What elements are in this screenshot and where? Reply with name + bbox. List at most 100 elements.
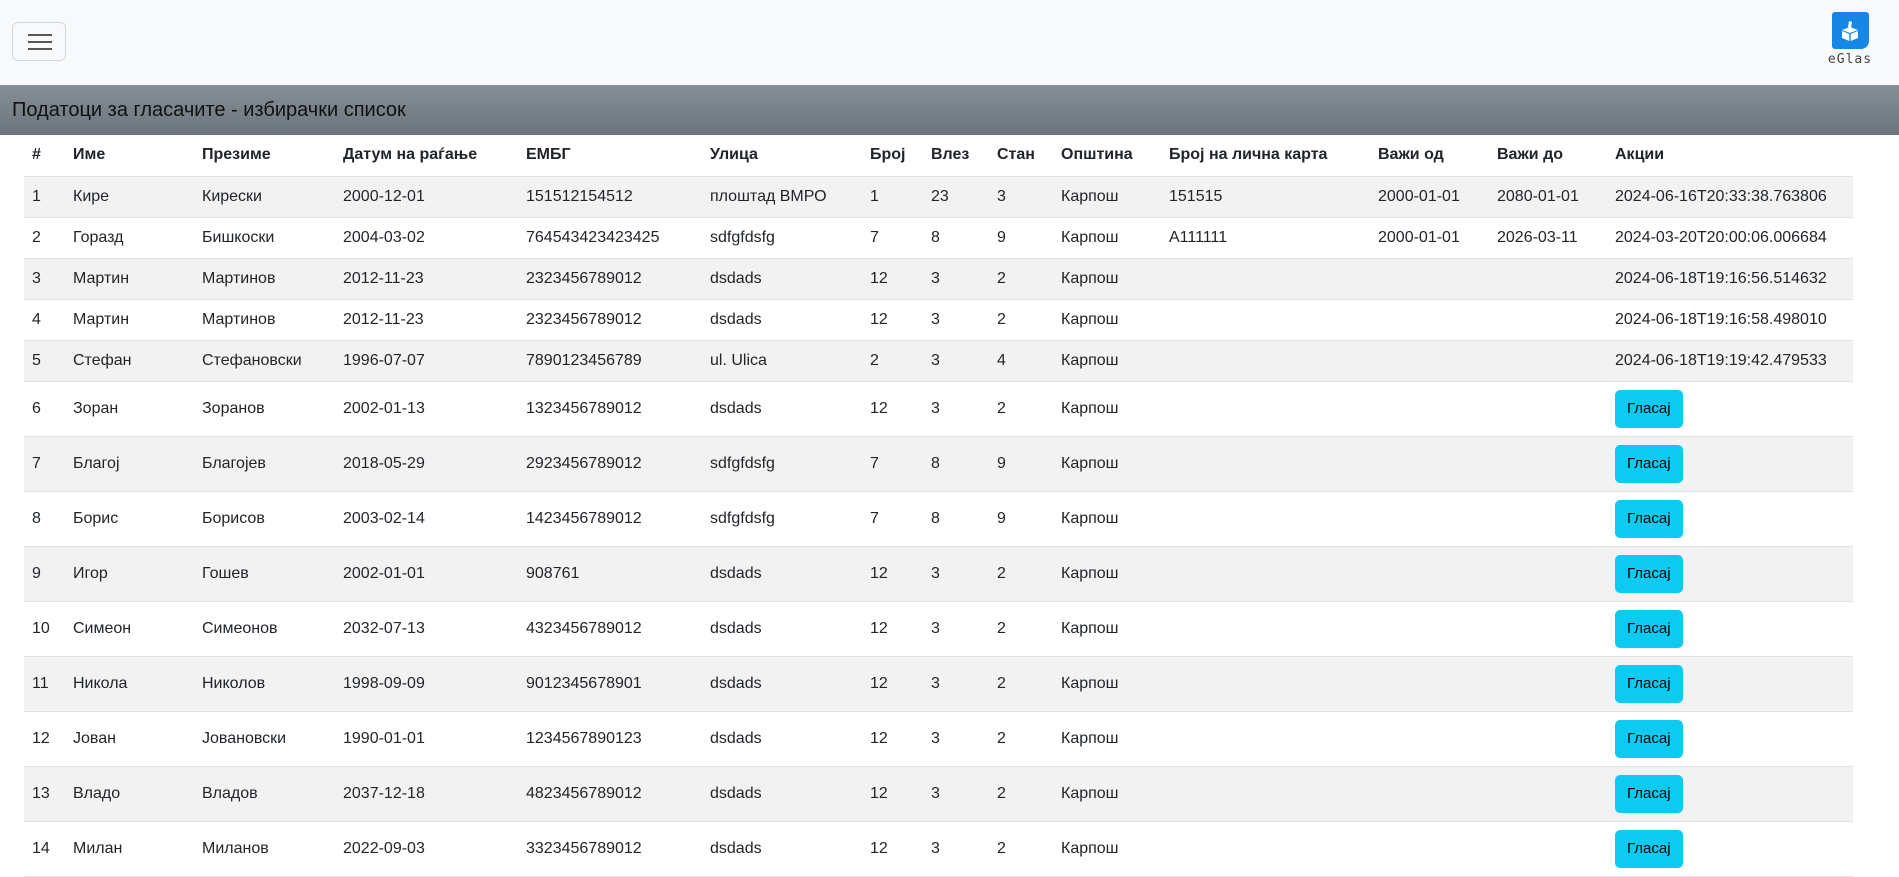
hamburger-icon: [28, 34, 52, 36]
vote-button[interactable]: Гласај: [1615, 829, 1683, 868]
cell-entrance: 3: [923, 546, 989, 602]
cell-id-card-number: [1161, 766, 1370, 822]
cell-birth-date: 2037-12-18: [335, 766, 518, 822]
cell-house-number: 7: [862, 436, 923, 492]
logo[interactable]: eGlas: [1825, 12, 1875, 67]
navbar: eGlas: [0, 0, 1899, 85]
cell-valid-from: [1370, 258, 1489, 300]
header-col-last-name: Презиме: [194, 135, 335, 177]
cell-first-name: Никола: [65, 656, 194, 712]
table-row: 9 Игор Гошев 2002-01-01 908761 dsdads 12 3 2 Карп…: [24, 546, 1853, 602]
cell-valid-from: [1370, 546, 1489, 602]
cell-municipality: Карпош: [1053, 601, 1161, 657]
cell-embg: 1323456789012: [518, 381, 702, 437]
cell-last-name: Борисов: [194, 491, 335, 547]
cell-last-name: Кирески: [194, 176, 335, 218]
cell-house-number: 12: [862, 381, 923, 437]
cell-municipality: Карпош: [1053, 299, 1161, 341]
cell-last-name: Благојев: [194, 436, 335, 492]
table-row: 7 Благој Благојев 2018-05-29 2923456789012 sd…: [24, 436, 1853, 492]
cell-actions: Гласај: [1607, 381, 1853, 437]
cell-house-number: 12: [862, 766, 923, 822]
cell-last-name: Владов: [194, 766, 335, 822]
cell-birth-date: 1998-09-09: [335, 656, 518, 712]
cell-number: 6: [24, 381, 65, 437]
menu-toggle-button[interactable]: [12, 22, 66, 61]
cell-house-number: 12: [862, 299, 923, 341]
table-row: 12 Јован Јовановски 1990-01-01 1234567890123…: [24, 711, 1853, 767]
table-row: 8 Борис Борисов 2003-02-14 1423456789012 sdfg…: [24, 491, 1853, 547]
cell-last-name: Николов: [194, 656, 335, 712]
cell-valid-from: [1370, 340, 1489, 382]
cell-house-number: 12: [862, 821, 923, 877]
cell-valid-from: [1370, 381, 1489, 437]
voted-timestamp: 2024-06-18T19:16:56.514632: [1615, 269, 1827, 287]
cell-last-name: Бишкоски: [194, 217, 335, 259]
voted-timestamp: 2024-06-18T19:19:42.479533: [1615, 351, 1827, 369]
table-header-row: # Име Презиме Датум на раѓање ЕМБГ Улица Број В…: [24, 135, 1853, 177]
vote-button[interactable]: Гласај: [1615, 774, 1683, 813]
cell-apartment: 2: [989, 299, 1053, 341]
cell-birth-date: 1996-07-07: [335, 340, 518, 382]
header-col-embg: ЕМБГ: [518, 135, 702, 177]
vote-button[interactable]: Гласај: [1615, 609, 1683, 648]
cell-number: 11: [24, 656, 65, 712]
voted-timestamp: 2024-06-18T19:16:58.498010: [1615, 310, 1827, 328]
cell-municipality: Карпош: [1053, 656, 1161, 712]
cell-valid-to: [1489, 381, 1607, 437]
cell-first-name: Благој: [65, 436, 194, 492]
vote-button[interactable]: Гласај: [1615, 444, 1683, 483]
cell-actions: 2024-06-18T19:19:42.479533: [1607, 340, 1853, 382]
header-col-id-card-number: Број на лична карта: [1161, 135, 1370, 177]
cell-number: 5: [24, 340, 65, 382]
table-row: 13 Владо Владов 2037-12-18 4823456789012 dsda…: [24, 766, 1853, 822]
cell-valid-from: 2000-01-01: [1370, 217, 1489, 259]
vote-button[interactable]: Гласај: [1615, 664, 1683, 703]
cell-house-number: 12: [862, 711, 923, 767]
cell-embg: 3323456789012: [518, 821, 702, 877]
cell-entrance: 8: [923, 436, 989, 492]
cell-entrance: 3: [923, 711, 989, 767]
cell-number: 4: [24, 299, 65, 341]
vote-button[interactable]: Гласај: [1615, 719, 1683, 758]
cell-street: dsdads: [702, 258, 862, 300]
vote-button[interactable]: Гласај: [1615, 554, 1683, 593]
cell-entrance: 3: [923, 656, 989, 712]
cell-first-name: Симеон: [65, 601, 194, 657]
table-row: 1 Кире Кирески 2000-12-01 151512154512 плошта…: [24, 176, 1853, 218]
cell-apartment: 4: [989, 340, 1053, 382]
cell-embg: 1423456789012: [518, 491, 702, 547]
cell-house-number: 7: [862, 491, 923, 547]
cell-valid-from: [1370, 436, 1489, 492]
cell-first-name: Владо: [65, 766, 194, 822]
cell-embg: 7890123456789: [518, 340, 702, 382]
cell-first-name: Мартин: [65, 258, 194, 300]
table-row: 10 Симеон Симеонов 2032-07-13 4323456789012 d…: [24, 601, 1853, 657]
voted-timestamp: 2024-03-20T20:00:06.006684: [1615, 228, 1827, 246]
cell-house-number: 12: [862, 656, 923, 712]
header-col-apartment: Стан: [989, 135, 1053, 177]
table-row: 5 Стефан Стефановски 1996-07-07 789012345678…: [24, 340, 1853, 382]
header-col-house-number: Број: [862, 135, 923, 177]
cell-entrance: 23: [923, 176, 989, 218]
header-col-entrance: Влез: [923, 135, 989, 177]
cell-municipality: Карпош: [1053, 821, 1161, 877]
cell-valid-to: [1489, 656, 1607, 712]
cell-embg: 2323456789012: [518, 299, 702, 341]
cell-entrance: 8: [923, 217, 989, 259]
cell-valid-to: [1489, 436, 1607, 492]
cell-valid-to: 2026-03-11: [1489, 217, 1607, 259]
cell-first-name: Мартин: [65, 299, 194, 341]
cell-actions: 2024-06-16T20:33:38.763806: [1607, 176, 1853, 218]
cell-valid-from: [1370, 656, 1489, 712]
cell-apartment: 2: [989, 656, 1053, 712]
cell-embg: 4323456789012: [518, 601, 702, 657]
cell-first-name: Борис: [65, 491, 194, 547]
cell-entrance: 3: [923, 766, 989, 822]
vote-button[interactable]: Гласај: [1615, 499, 1683, 538]
cell-embg: 2923456789012: [518, 436, 702, 492]
cell-id-card-number: [1161, 546, 1370, 602]
cell-birth-date: 2012-11-23: [335, 258, 518, 300]
vote-button[interactable]: Гласај: [1615, 389, 1683, 428]
cell-apartment: 9: [989, 491, 1053, 547]
